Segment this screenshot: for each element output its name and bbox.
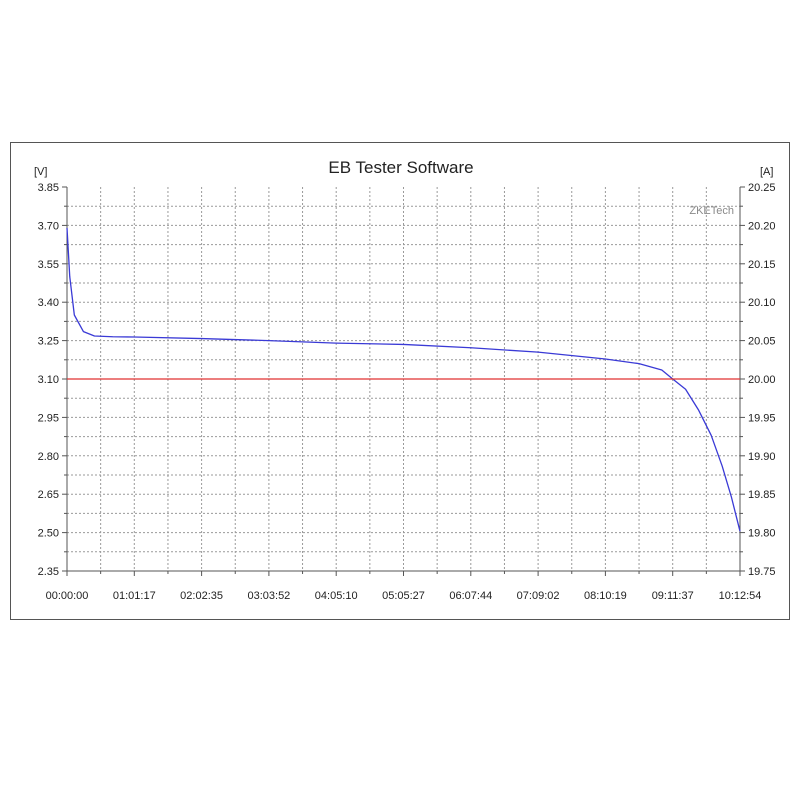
y-right-tick-label: 19.85 (748, 489, 776, 501)
y-right-tick-label: 20.25 (748, 182, 776, 194)
y-left-tick-label: 3.55 (38, 259, 59, 271)
y-left-tick-label: 2.80 (38, 451, 59, 463)
y-right-tick-label: 20.15 (748, 259, 776, 271)
chart-svg: EB Tester Software [V] [A] ZKETech 3.853… (34, 158, 776, 602)
x-tick-label: 08:10:19 (584, 590, 627, 602)
y-right-tick-labels: 20.25 20.20 20.15 20.10 20.05 20.00 19.95 19.90… (748, 182, 776, 578)
y-left-tick-label: 3.70 (38, 220, 59, 232)
y-right-tick-label: 20.05 (748, 336, 776, 348)
x-tick-label: 00:00:00 (46, 590, 89, 602)
voltage-line (66, 227, 741, 532)
x-tick-label: 02:02:35 (180, 590, 223, 602)
y-left-tick-label: 2.95 (38, 412, 59, 424)
x-tick-label: 06:07:44 (449, 590, 492, 602)
watermark: ZKETech (689, 205, 734, 217)
chart-window: EB Tester Software [V] [A] ZKETech 3.85 3… (10, 142, 790, 620)
x-tick-label: 05:05:27 (382, 590, 425, 602)
y-right-unit: [A] (760, 166, 773, 178)
y-left-tick-label: 3.85 (38, 182, 59, 194)
x-tick-label: 01:01:17 (113, 590, 156, 602)
x-tick-labels: 00:00:00 01:01:17 02:02:35 03:03:52 04:05:10… (46, 590, 762, 602)
y-right-tick-label: 19.90 (748, 451, 776, 463)
x-tick-label: 10:12:54 (719, 590, 762, 602)
chart-title: EB Tester Software (328, 158, 473, 177)
y-left-tick-label: 3.25 (38, 336, 59, 348)
series (66, 227, 741, 532)
y-right-tick-label: 20.10 (748, 297, 776, 309)
y-left-tick-label: 2.50 (38, 528, 59, 540)
y-left-tick-label: 3.10 (38, 374, 59, 386)
y-left-unit: [V] (34, 166, 47, 178)
y-right-tick-label: 19.80 (748, 528, 776, 540)
axes (62, 186, 745, 576)
x-tick-label: 04:05:10 (315, 590, 358, 602)
y-right-tick-label: 19.95 (748, 412, 776, 424)
y-left-tick-label: 2.65 (38, 489, 59, 501)
x-tick-label: 03:03:52 (247, 590, 290, 602)
y-left-tick-labels: 3.85 3.70 3.55 3.40 3.25 3.10 2.95 2.80 2.65 2.50… (38, 182, 59, 578)
y-left-tick-label: 2.35 (38, 566, 59, 578)
y-left-tick-label: 3.40 (38, 297, 59, 309)
x-tick-label: 09:11:37 (652, 590, 694, 602)
x-tick-label: 07:09:02 (517, 590, 560, 602)
y-right-tick-label: 20.00 (748, 374, 776, 386)
y-right-tick-label: 20.20 (748, 220, 776, 232)
y-right-tick-label: 19.75 (748, 566, 776, 578)
